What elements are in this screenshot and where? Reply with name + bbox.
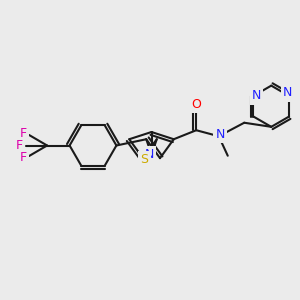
- Text: N: N: [144, 148, 154, 161]
- Text: F: F: [20, 151, 27, 164]
- Text: N: N: [252, 89, 261, 102]
- Text: N: N: [216, 128, 225, 141]
- Text: O: O: [191, 98, 201, 111]
- Text: F: F: [16, 139, 23, 152]
- Text: S: S: [140, 153, 148, 166]
- Text: N: N: [283, 86, 292, 99]
- Text: F: F: [20, 127, 27, 140]
